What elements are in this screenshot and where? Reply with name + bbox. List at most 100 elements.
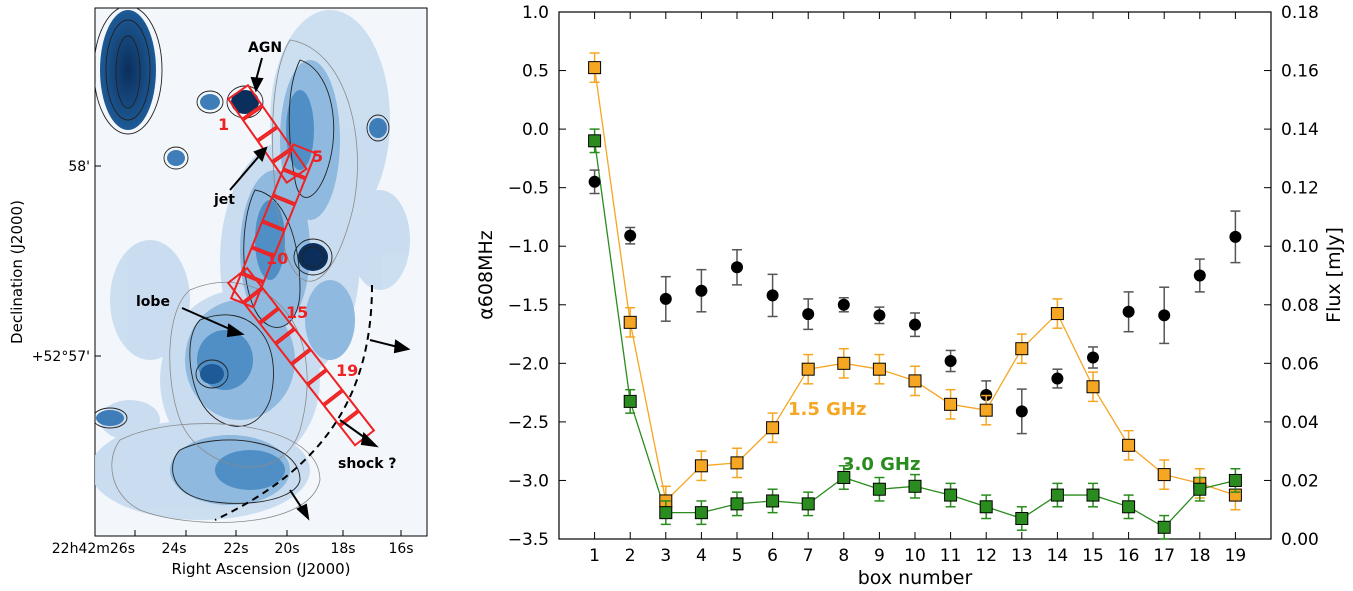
y-tick-label-left: −3.5 [508, 530, 549, 550]
lobe-label: lobe [136, 294, 170, 310]
y-tick-label-right: 0.10 [1281, 237, 1319, 257]
data-point [1193, 482, 1207, 496]
extraction-boxes [226, 83, 376, 447]
y-tick-label-left: −0.5 [508, 179, 549, 199]
y-tick-label-left: 1.0 [522, 3, 549, 23]
data-point [909, 318, 921, 331]
data-point [944, 488, 958, 502]
plot-frame [558, 11, 1272, 540]
radio-emission [95, 8, 410, 523]
data-point [1228, 473, 1242, 487]
y-axis-label-left: α608MHz [475, 230, 497, 319]
x-tick-label: 7 [803, 546, 814, 566]
data-point [872, 482, 886, 496]
data-point [1087, 351, 1099, 364]
data-point [1122, 500, 1136, 514]
data-point [766, 494, 780, 508]
x-tick-label: 17 [1153, 546, 1175, 566]
data-point [731, 261, 743, 274]
x-tick-label: 5 [732, 546, 743, 566]
y-tick-label-right: 0.16 [1281, 62, 1319, 82]
data-point [1050, 307, 1064, 321]
y-tick-label-left: −2.0 [508, 354, 549, 374]
map-ytick-58: 58' [68, 159, 90, 175]
data-point [908, 479, 922, 493]
x-tick-label: 2 [625, 546, 636, 566]
y-tick-label-left: 0.0 [522, 120, 549, 140]
data-point [730, 456, 744, 470]
x-tick-label: 4 [696, 546, 707, 566]
data-point [1051, 372, 1064, 385]
map-xtick-16s: 16s [388, 541, 413, 557]
x-tick-label: 1 [589, 546, 600, 566]
data-point [837, 356, 851, 370]
series-label-3.0ghz: 3.0 GHz [842, 454, 920, 475]
data-point [837, 298, 850, 311]
jet-label: jet [213, 192, 235, 208]
data-point [659, 506, 673, 520]
x-tick-label: 9 [874, 546, 885, 566]
annotation-arrows [181, 57, 411, 521]
x-tick-label: 19 [1225, 546, 1247, 566]
map-ytick-57: +52°57' [32, 349, 90, 365]
y-tick-label-left: 0.5 [522, 62, 549, 82]
map-xtick-24s: 24s [161, 541, 186, 557]
y-tick-label-right: 0.14 [1281, 120, 1319, 140]
map-xtick-22s: 22s [223, 541, 248, 557]
y-tick-label-right: 0.06 [1281, 354, 1319, 374]
box-label-19: 19 [336, 361, 358, 380]
shock-label: shock ? [338, 456, 397, 472]
y-tick-label-left: −1.0 [508, 237, 549, 257]
x-tick-label: 16 [1118, 546, 1140, 566]
x-axis-label: box number [858, 567, 973, 589]
data-point [695, 284, 708, 297]
y-tick-label-right: 0.04 [1281, 413, 1319, 433]
data-point [623, 315, 637, 329]
data-point [837, 471, 851, 485]
data-point [766, 289, 779, 302]
radio-map-panel: AGN jet lobe shock ? 1 5 10 15 19 58' +5… [8, 7, 428, 578]
data-point [588, 61, 602, 75]
data-point [1015, 405, 1028, 418]
data-point [801, 497, 815, 511]
y-tick-label-right: 0.12 [1281, 179, 1319, 199]
data-point [588, 175, 601, 188]
x-tick-label: 12 [975, 546, 997, 566]
data-point [979, 500, 993, 514]
y-tick-label-left: −3.0 [508, 471, 549, 491]
data-point [908, 374, 922, 388]
data-point [872, 362, 886, 376]
y-tick-label-left: −1.5 [508, 296, 549, 316]
data-point [1050, 488, 1064, 502]
data-point [979, 403, 993, 417]
data-point [588, 134, 602, 148]
y-tick-label-left: −2.5 [508, 413, 549, 433]
box-label-5: 5 [312, 147, 323, 166]
x-tick-label: 18 [1189, 546, 1211, 566]
data-point [730, 497, 744, 511]
x-tick-label: 14 [1047, 546, 1069, 566]
map-ylabel: Declination (J2000) [8, 200, 26, 344]
map-xtick-26s: 22h42m26s [52, 541, 135, 557]
data-point [1015, 512, 1029, 526]
spectral-chart: 1 2 3 4 5 6 7 8 9 10 11 12 13 14 15 16 17 18 191.00.50.0−0… [475, 3, 1345, 589]
x-tick-label: 11 [940, 546, 962, 566]
x-tick-label: 15 [1082, 546, 1104, 566]
data-point [1157, 520, 1171, 534]
axes: 1 2 3 4 5 6 7 8 9 10 11 12 13 14 15 16 17 18 191.00.50.0−0… [508, 3, 1319, 566]
series-markers [588, 52, 1242, 540]
data-point [1086, 488, 1100, 502]
data-point [1157, 468, 1171, 482]
x-tick-label: 10 [904, 546, 926, 566]
map-xtick-20s: 20s [274, 541, 299, 557]
box-label-10: 10 [266, 249, 288, 268]
map-xlabel: Right Ascension (J2000) [171, 560, 350, 578]
y-axis-label-right: Flux [mJy] [1323, 227, 1345, 323]
data-point [1158, 309, 1171, 322]
data-point [1122, 438, 1136, 452]
y-tick-label-right: 0.18 [1281, 3, 1319, 23]
data-point [766, 421, 780, 435]
x-tick-label: 8 [838, 546, 849, 566]
data-point [1229, 230, 1242, 243]
series-label-1.5ghz: 1.5 GHz [788, 399, 866, 420]
